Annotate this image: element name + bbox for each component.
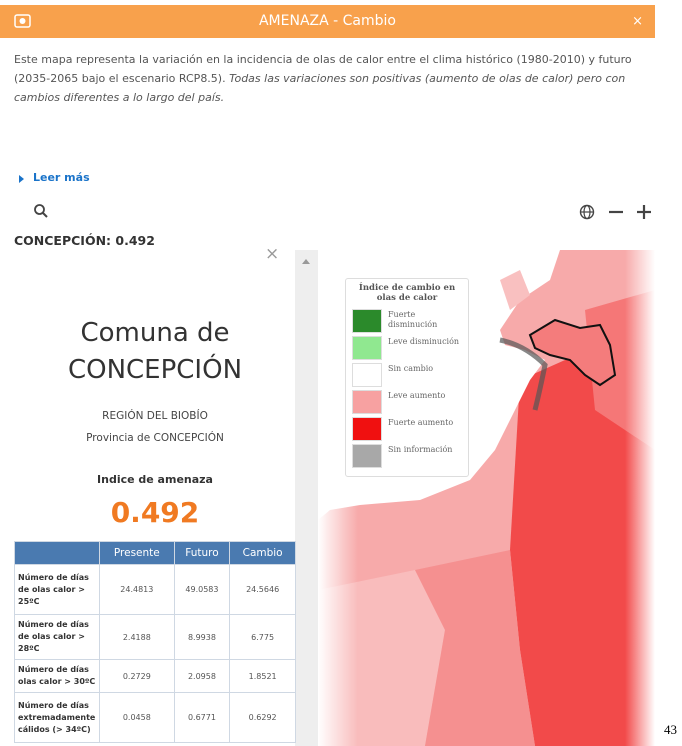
close-button[interactable]: × <box>632 14 643 29</box>
column-header: Cambio <box>229 541 296 565</box>
table-row: Número de días de olas calor > 28ºC 2.418… <box>14 614 296 660</box>
legend-swatch <box>352 417 382 441</box>
legend-label: Leve aumento <box>388 391 446 400</box>
index-label: Indice de amenaza <box>97 473 213 486</box>
header-corner <box>14 541 100 565</box>
header-bar: AMENAZA - Cambio × <box>0 5 655 38</box>
row-label: Número de días olas calor > 30ºC <box>14 659 100 693</box>
legend-item: Sin cambio <box>352 363 464 387</box>
legend-swatch <box>352 309 382 333</box>
selection-label: CONCEPCIÓN: 0.492 <box>14 233 155 248</box>
page-number: 43 <box>664 722 677 737</box>
cell: 0.2729 <box>99 659 175 693</box>
column-header: Presente <box>99 541 175 565</box>
panel-close[interactable]: × <box>265 244 280 264</box>
panel-title-2: CONCEPCIÓN <box>67 355 243 385</box>
row-label: Número de días de olas calor > 25ºC <box>14 564 100 615</box>
cell: 8.9938 <box>173 614 231 660</box>
description-emphasis: Todas las variaciones son positivas (aum… <box>14 72 626 104</box>
table-row: Número de días extremadamente cálidos (>… <box>14 692 296 743</box>
description-text: Este mapa representa la variación en la … <box>14 53 632 85</box>
search-icon[interactable] <box>33 203 49 219</box>
legend-title: Índice de cambio en olas de calor <box>358 283 456 303</box>
cell: 6.775 <box>229 614 296 660</box>
table-row: Número de días olas calor > 30ºC 0.2729 2.… <box>14 659 296 693</box>
legend-label: Sin cambio <box>388 364 434 373</box>
header-icon <box>14 14 31 28</box>
legend-swatch <box>352 390 382 414</box>
cell: 2.0958 <box>173 659 231 693</box>
legend-item: Sin información <box>352 444 464 468</box>
expand-arrow <box>19 175 24 183</box>
legend-label: Leve disminución <box>388 337 460 346</box>
info-panel: × Comuna de CONCEPCIÓN REGIÓN DEL BIOBÍO… <box>0 244 296 746</box>
data-table: Presente Futuro Cambio Número de días de ol… <box>14 541 296 743</box>
cell: 1.8521 <box>229 659 296 693</box>
zoom-in[interactable] <box>637 205 651 219</box>
legend-swatch <box>352 336 382 360</box>
cell: 0.6771 <box>173 692 231 743</box>
legend-label: Fuerte aumento <box>388 418 454 427</box>
column-header: Futuro <box>173 541 231 565</box>
legend-swatch <box>352 444 382 468</box>
table-row: Número de días de olas calor > 25ºC 24.48… <box>14 564 296 615</box>
description: Este mapa representa la variación en la … <box>14 50 644 107</box>
cell: 24.4813 <box>99 564 175 615</box>
globe-icon[interactable] <box>579 204 595 220</box>
header-title: AMENAZA - Cambio <box>258 13 396 29</box>
legend-label: Sin información <box>388 445 453 454</box>
header-row: Presente Futuro Cambio <box>14 541 296 565</box>
cell: 0.0458 <box>99 692 175 743</box>
panel-title-1: Comuna de <box>80 318 230 348</box>
legend-swatch <box>352 363 382 387</box>
cell: 49.0583 <box>173 564 231 615</box>
map-tools <box>579 204 651 220</box>
legend-label: Fuerte disminución <box>388 310 438 329</box>
legend-item: Fuerte disminución <box>352 309 464 333</box>
row-label: Número de días de olas calor > 28ºC <box>14 614 100 660</box>
legend-item: Fuerte aumento <box>352 417 464 441</box>
legend-item: Leve aumento <box>352 390 464 414</box>
cell: 24.5646 <box>229 564 296 615</box>
province: Provincia de CONCEPCIÓN <box>86 432 224 444</box>
region: REGIÓN DEL BIOBÍO <box>102 410 208 422</box>
legend-item: Leve disminución <box>352 336 464 360</box>
row-label: Número de días extremadamente cálidos (>… <box>14 692 100 743</box>
cell: 0.6292 <box>229 692 296 743</box>
cell: 2.4188 <box>99 614 175 660</box>
read-more-link[interactable]: Leer más <box>33 171 90 184</box>
index-value: 0.492 <box>110 496 200 529</box>
legend: Índice de cambio en olas de calor Fuerte… <box>345 278 469 477</box>
